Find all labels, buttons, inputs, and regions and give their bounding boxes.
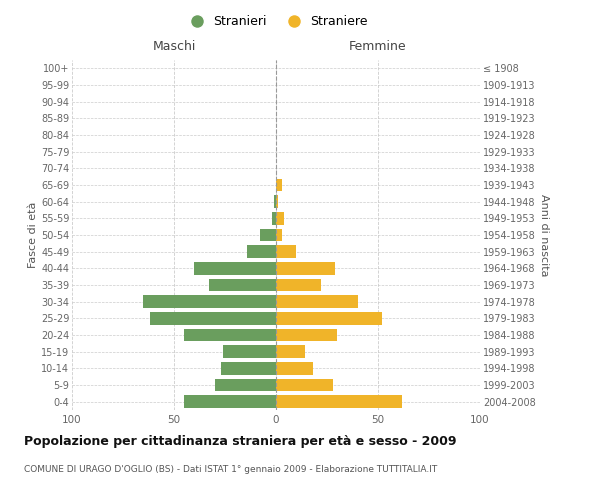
Y-axis label: Anni di nascita: Anni di nascita — [539, 194, 550, 276]
Bar — [276, 362, 313, 374]
Text: Maschi: Maschi — [152, 40, 196, 53]
Bar — [194, 262, 276, 274]
Bar — [272, 212, 276, 224]
Bar — [149, 312, 276, 324]
Text: COMUNE DI URAGO D'OGLIO (BS) - Dati ISTAT 1° gennaio 2009 - Elaborazione TUTTITA: COMUNE DI URAGO D'OGLIO (BS) - Dati ISTA… — [24, 465, 437, 474]
Bar — [276, 212, 284, 224]
Bar — [276, 396, 403, 408]
Bar — [223, 346, 276, 358]
Bar — [274, 196, 276, 208]
Bar — [143, 296, 276, 308]
Bar — [184, 329, 276, 341]
Bar — [276, 179, 282, 192]
Bar — [276, 379, 333, 391]
Bar — [276, 329, 337, 341]
Bar — [276, 346, 305, 358]
Bar — [276, 246, 296, 258]
Bar — [276, 296, 358, 308]
Bar — [184, 396, 276, 408]
Bar — [276, 262, 335, 274]
Text: Femmine: Femmine — [349, 40, 407, 53]
Y-axis label: Fasce di età: Fasce di età — [28, 202, 38, 268]
Bar — [221, 362, 276, 374]
Text: Popolazione per cittadinanza straniera per età e sesso - 2009: Popolazione per cittadinanza straniera p… — [24, 435, 457, 448]
Bar — [209, 279, 276, 291]
Bar — [276, 196, 278, 208]
Bar — [276, 229, 282, 241]
Bar — [276, 279, 321, 291]
Bar — [260, 229, 276, 241]
Bar — [276, 312, 382, 324]
Legend: Stranieri, Straniere: Stranieri, Straniere — [179, 10, 373, 34]
Bar — [215, 379, 276, 391]
Bar — [247, 246, 276, 258]
